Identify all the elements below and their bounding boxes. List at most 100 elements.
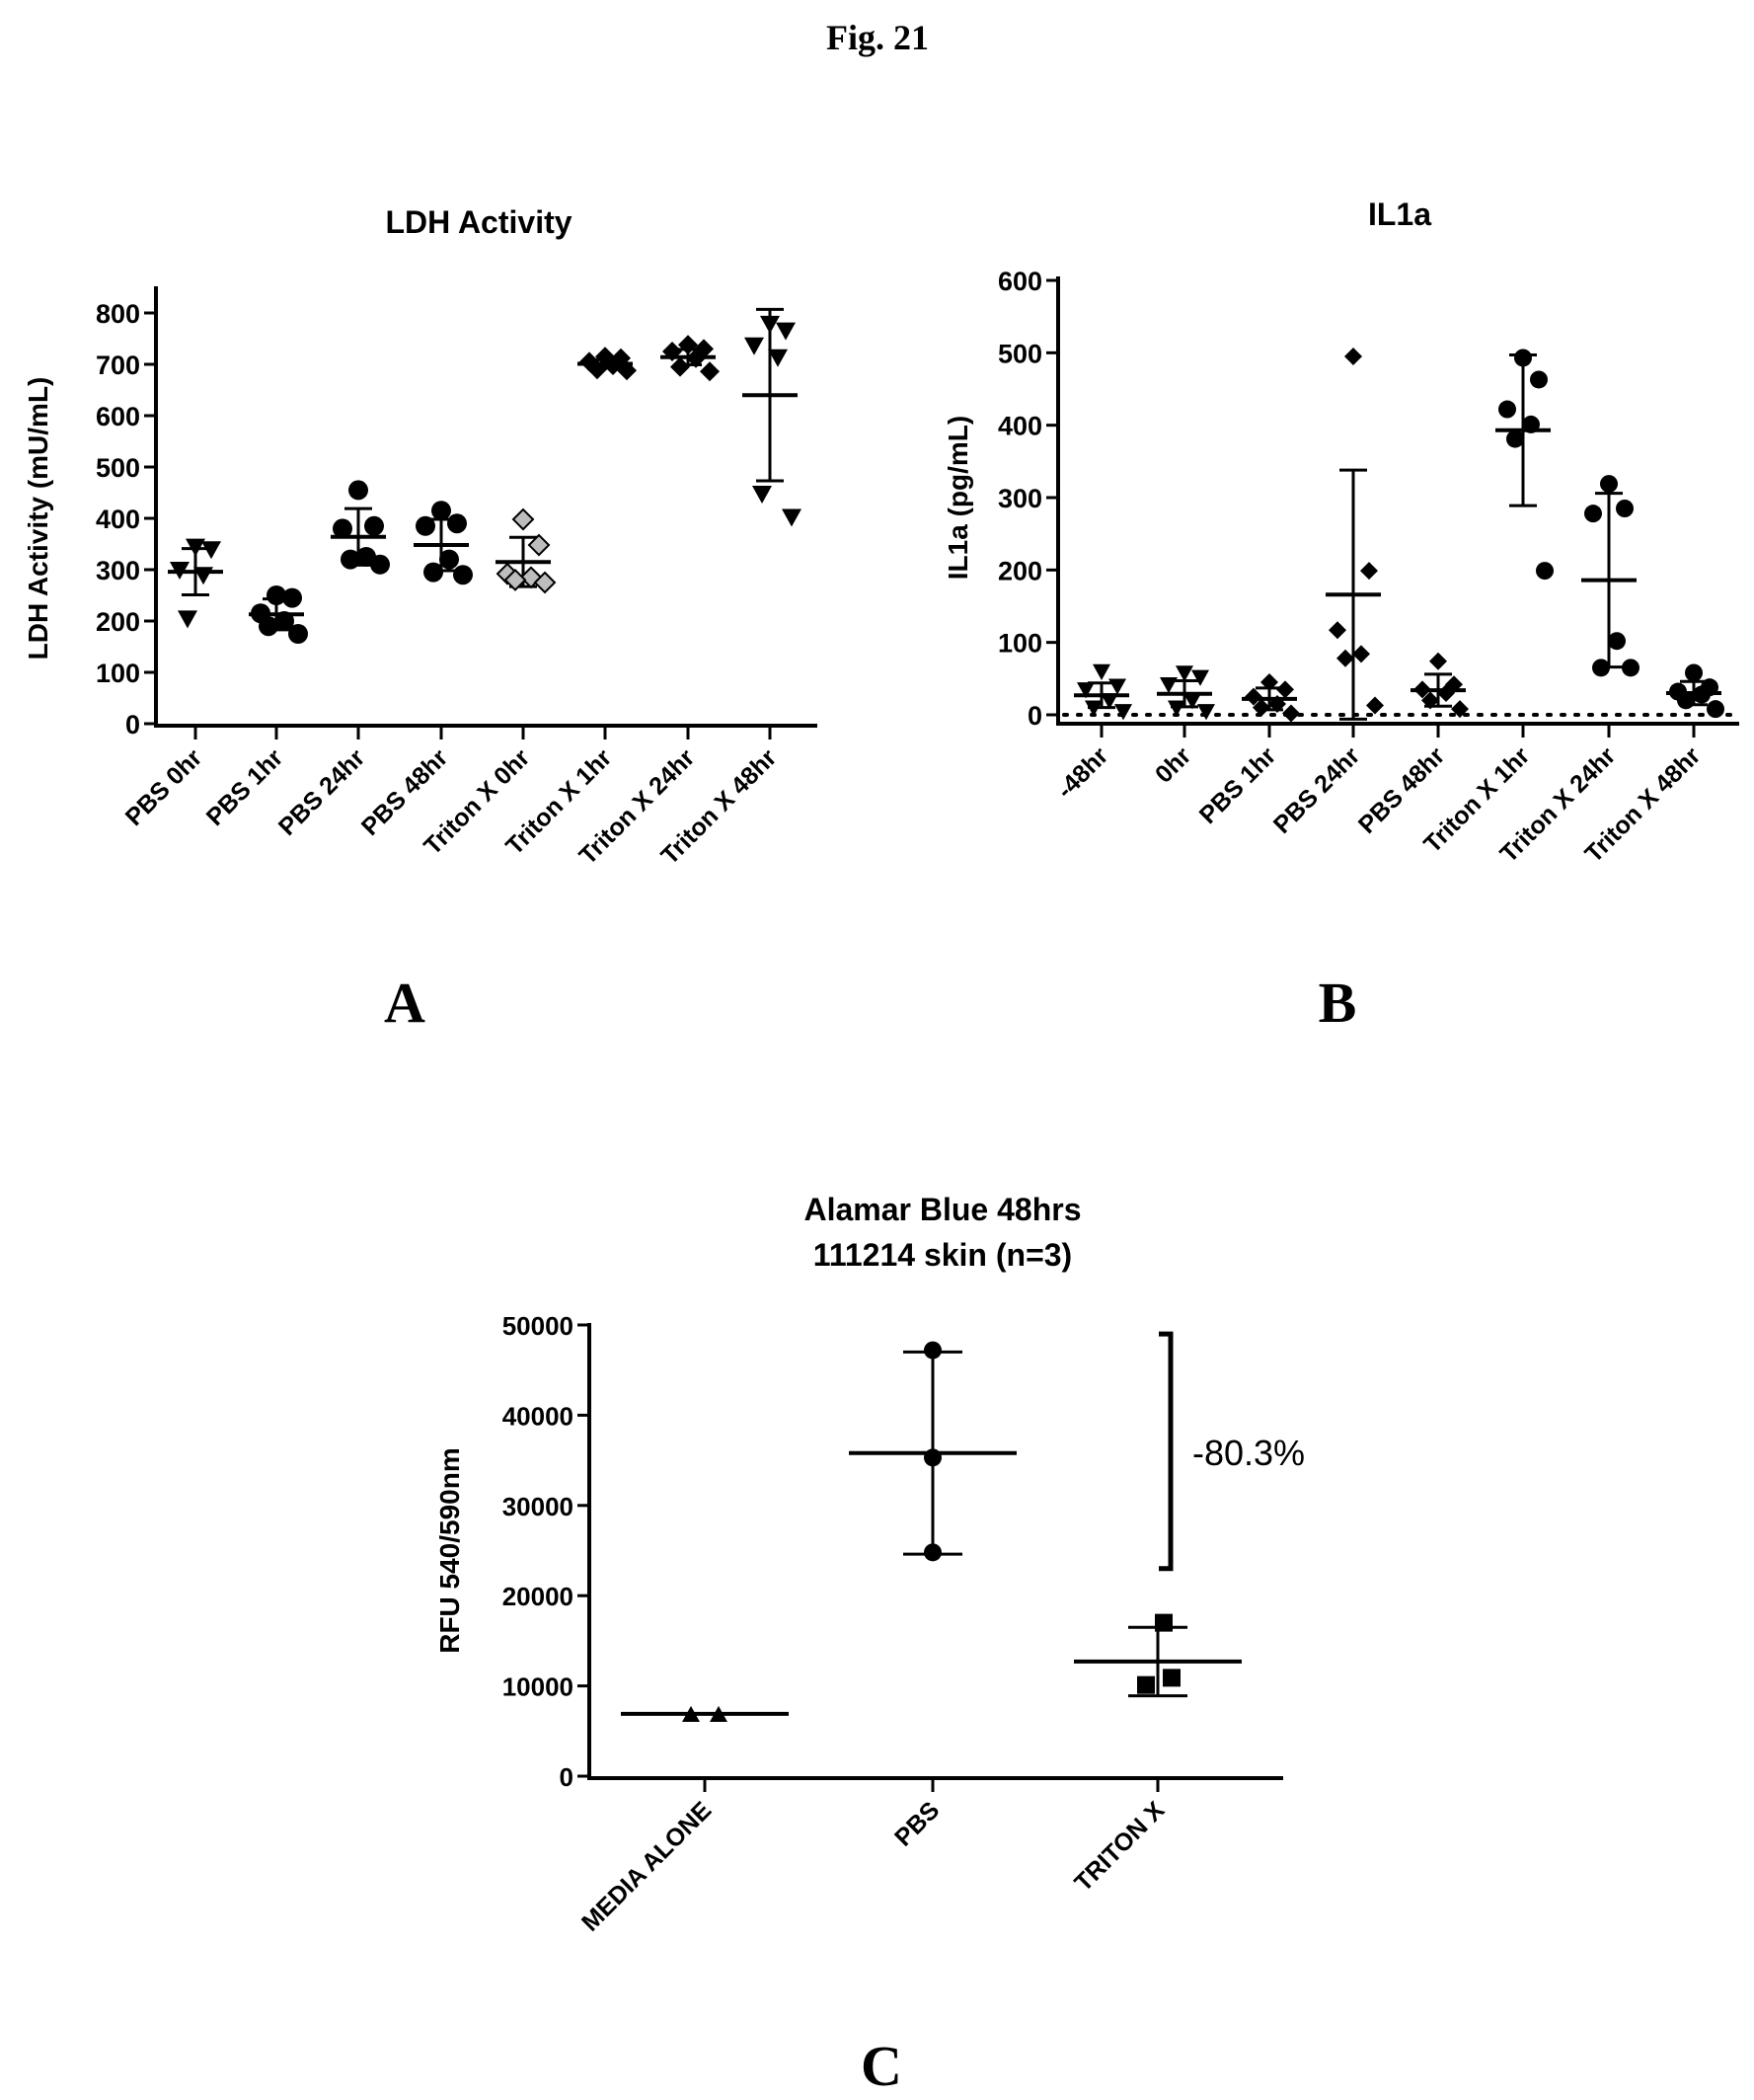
data-point [1114,704,1132,721]
data-point [1245,687,1262,706]
data-point [1344,348,1362,365]
data-point [1085,700,1103,717]
y-tick-label: 0 [1028,701,1042,731]
y-tick-label: 200 [998,556,1042,585]
data-point [1276,680,1294,699]
data-point [924,1543,942,1562]
x-tick-label: PBS [889,1796,945,1851]
x-tick-label: -48hr [1051,741,1113,804]
y-tick-label: 500 [998,339,1042,368]
y-tick-label: 200 [96,607,140,637]
data-point [439,549,459,570]
data-point [1108,678,1126,695]
data-point [503,568,527,591]
data-point [431,501,451,521]
data-point [416,515,435,536]
data-point [511,507,535,531]
x-tick-label: PBS 0hr [120,743,208,831]
panel-label-b: B [1319,971,1357,1035]
data-point [1077,682,1095,699]
y-tick-label: 400 [998,412,1042,441]
data-point [1253,698,1270,717]
data-group [1495,349,1554,581]
data-point [924,1341,942,1360]
data-point [1685,663,1703,682]
data-point [744,337,764,355]
y-tick-label: 50000 [502,1311,573,1341]
x-tick-label: TRITON X [1069,1796,1170,1897]
data-point [1137,1675,1155,1694]
x-tick-label: 0hr [1150,741,1196,788]
data-point [1707,700,1724,719]
x-tick-label: PBS 24hr [1268,741,1366,839]
data-point [1451,700,1469,719]
data-point [201,541,221,560]
y-tick-label: 30000 [502,1492,573,1521]
data-group [1666,663,1724,719]
data-point [1155,1613,1173,1632]
data-group [577,347,637,381]
data-point [1421,691,1439,710]
y-tick-label: 400 [96,505,140,534]
data-group [168,538,223,629]
data-point [447,513,467,534]
y-tick-label: 40000 [502,1401,573,1431]
data-point [1600,475,1618,494]
data-point [1536,562,1554,581]
y-tick-label: 300 [96,556,140,585]
x-tick-label: PBS 1hr [1194,741,1282,829]
data-point [1616,500,1634,517]
data-point [453,565,473,585]
data-point [341,549,360,570]
x-tick-label: PBS 24hr [273,743,371,841]
data-point [1336,649,1354,667]
data-point [782,508,801,527]
data-group [742,307,801,527]
data-point [752,486,772,505]
chart-il1a: IL1a 0 100 200 300 400 500 600 IL1a (pg/mL) -48hr… [943,196,1741,868]
chart-title: LDH Activity [385,204,572,240]
y-tick-label: 10000 [502,1672,573,1702]
data-point [1584,505,1602,523]
data-point [533,571,557,594]
y-tick-label: 20000 [502,1582,573,1611]
data-point [1506,429,1524,448]
data-point [288,624,308,644]
data-point [1197,704,1215,721]
data-group [1242,673,1300,723]
data-point [1329,621,1346,640]
y-tick-label: 600 [96,402,140,431]
y-tick-label: 300 [998,484,1042,513]
chart-title-line: 111214 skin (n=3) [813,1237,1072,1273]
data-group [414,501,473,585]
data-group [496,507,557,594]
data-point [1160,677,1178,694]
data-point [1677,691,1695,710]
x-tick-label: MEDIA ALONE [576,1796,717,1936]
data-group [1326,348,1384,721]
data-point [1352,645,1370,663]
data-group [1411,652,1469,719]
y-axis-label: RFU 540/590nm [434,1447,465,1654]
data-point [760,315,780,334]
data-point [776,322,796,341]
data-point [1282,704,1300,723]
panel-label-c: C [861,2034,902,2098]
data-point [1530,370,1548,389]
data-point [1514,349,1532,367]
data-point [186,538,205,557]
data-point [1360,562,1378,581]
data-group [249,585,308,644]
data-point [1498,400,1516,419]
data-point [178,610,197,629]
y-tick-label: 0 [125,710,140,739]
y-tick-label: 800 [96,299,140,329]
data-point [259,616,278,637]
y-tick-label: 500 [96,453,140,483]
y-tick-label: 600 [998,267,1042,296]
data-point [1622,659,1640,677]
data-point [333,518,352,539]
y-axis-label: LDH Activity (mU/mL) [23,377,53,661]
data-group [660,335,720,382]
